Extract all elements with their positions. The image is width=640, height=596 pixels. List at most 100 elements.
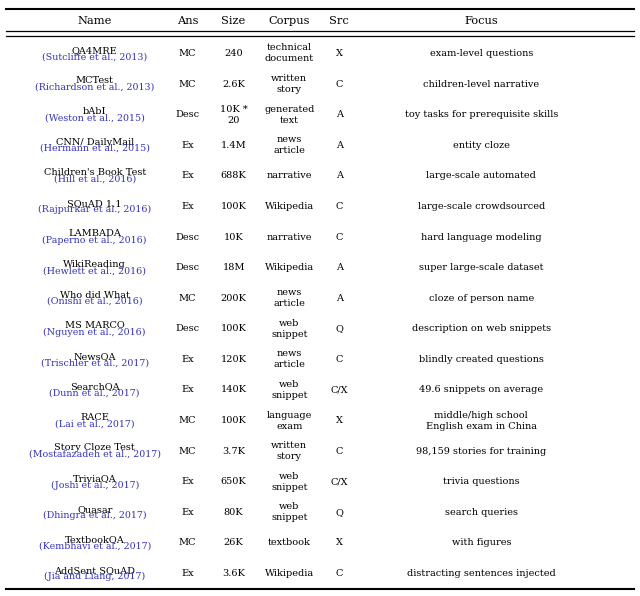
Text: A: A bbox=[336, 263, 342, 272]
Text: SearchQA: SearchQA bbox=[70, 382, 120, 392]
Text: 98,159 stories for training: 98,159 stories for training bbox=[416, 446, 547, 456]
Text: 100K: 100K bbox=[221, 416, 246, 425]
Text: MC: MC bbox=[179, 294, 196, 303]
Text: 650K: 650K bbox=[221, 477, 246, 486]
Text: 3.7K: 3.7K bbox=[222, 446, 245, 456]
Text: Desc: Desc bbox=[175, 263, 200, 272]
Text: X: X bbox=[336, 416, 342, 425]
Text: (Lai et al., 2017): (Lai et al., 2017) bbox=[55, 419, 134, 429]
Text: Q: Q bbox=[335, 324, 343, 333]
Text: 200K: 200K bbox=[221, 294, 246, 303]
Text: C: C bbox=[335, 232, 343, 241]
Text: MC: MC bbox=[179, 416, 196, 425]
Text: (Paperno et al., 2016): (Paperno et al., 2016) bbox=[42, 235, 147, 245]
Text: bAbI: bAbI bbox=[83, 107, 106, 116]
Text: language
exam: language exam bbox=[267, 411, 312, 431]
Text: MC: MC bbox=[179, 49, 196, 58]
Text: NewsQA: NewsQA bbox=[74, 352, 116, 361]
Text: A: A bbox=[336, 171, 342, 181]
Text: 3.6K: 3.6K bbox=[222, 569, 245, 578]
Text: Ex: Ex bbox=[181, 141, 194, 150]
Text: C: C bbox=[335, 202, 343, 211]
Text: SQuAD 1.1: SQuAD 1.1 bbox=[67, 198, 122, 208]
Text: news
article: news article bbox=[273, 349, 305, 370]
Text: C: C bbox=[335, 446, 343, 456]
Text: MS MARCO: MS MARCO bbox=[65, 321, 125, 330]
Text: 120K: 120K bbox=[221, 355, 246, 364]
Text: C/X: C/X bbox=[330, 477, 348, 486]
Text: Wikipedia: Wikipedia bbox=[265, 202, 314, 211]
Text: narrative: narrative bbox=[266, 171, 312, 181]
Text: hard language modeling: hard language modeling bbox=[421, 232, 541, 241]
Text: Story Cloze Test: Story Cloze Test bbox=[54, 443, 135, 452]
Text: Ex: Ex bbox=[181, 477, 194, 486]
Text: (Dunn et al., 2017): (Dunn et al., 2017) bbox=[49, 389, 140, 398]
Text: web
snippet: web snippet bbox=[271, 380, 308, 400]
Text: A: A bbox=[336, 294, 342, 303]
Text: cloze of person name: cloze of person name bbox=[429, 294, 534, 303]
Text: description on web snippets: description on web snippets bbox=[412, 324, 551, 333]
Text: Ex: Ex bbox=[181, 386, 194, 395]
Text: technical
document: technical document bbox=[265, 44, 314, 64]
Text: TextbookQA: TextbookQA bbox=[65, 535, 125, 544]
Text: toy tasks for prerequisite skills: toy tasks for prerequisite skills bbox=[404, 110, 558, 119]
Text: Corpus: Corpus bbox=[269, 16, 310, 26]
Text: Name: Name bbox=[77, 16, 112, 26]
Text: Ex: Ex bbox=[181, 569, 194, 578]
Text: exam-level questions: exam-level questions bbox=[429, 49, 533, 58]
Text: large-scale automated: large-scale automated bbox=[426, 171, 536, 181]
Text: 2.6K: 2.6K bbox=[222, 79, 245, 89]
Text: news
article: news article bbox=[273, 288, 305, 308]
Text: 100K: 100K bbox=[221, 324, 246, 333]
Text: with figures: with figures bbox=[452, 538, 511, 548]
Text: (Nguyen et al., 2016): (Nguyen et al., 2016) bbox=[44, 327, 146, 337]
Text: middle/high school
English exam in China: middle/high school English exam in China bbox=[426, 411, 537, 431]
Text: 10K *
20: 10K * 20 bbox=[220, 104, 248, 125]
Text: Src: Src bbox=[330, 16, 349, 26]
Text: 240: 240 bbox=[224, 49, 243, 58]
Text: Desc: Desc bbox=[175, 110, 200, 119]
Text: 10K: 10K bbox=[224, 232, 243, 241]
Text: MCTest: MCTest bbox=[76, 76, 114, 85]
Text: Who did What: Who did What bbox=[60, 290, 130, 300]
Text: (Jia and Liang, 2017): (Jia and Liang, 2017) bbox=[44, 572, 145, 581]
Text: Children's Book Test: Children's Book Test bbox=[44, 168, 146, 177]
Text: A: A bbox=[336, 110, 342, 119]
Text: Ex: Ex bbox=[181, 355, 194, 364]
Text: web
snippet: web snippet bbox=[271, 502, 308, 523]
Text: X: X bbox=[336, 49, 342, 58]
Text: children-level narrative: children-level narrative bbox=[423, 79, 540, 89]
Text: MC: MC bbox=[179, 79, 196, 89]
Text: trivia questions: trivia questions bbox=[443, 477, 520, 486]
Text: web
snippet: web snippet bbox=[271, 471, 308, 492]
Text: AddSent SQuAD: AddSent SQuAD bbox=[54, 566, 135, 575]
Text: (Weston et al., 2015): (Weston et al., 2015) bbox=[45, 113, 145, 122]
Text: Q: Q bbox=[335, 508, 343, 517]
Text: Wikipedia: Wikipedia bbox=[265, 569, 314, 578]
Text: (Mostafazadeh et al., 2017): (Mostafazadeh et al., 2017) bbox=[29, 450, 161, 459]
Text: textbook: textbook bbox=[268, 538, 310, 548]
Text: Wikipedia: Wikipedia bbox=[265, 263, 314, 272]
Text: Desc: Desc bbox=[175, 232, 200, 241]
Text: 80K: 80K bbox=[224, 508, 243, 517]
Text: A: A bbox=[336, 141, 342, 150]
Text: 1.4M: 1.4M bbox=[221, 141, 246, 150]
Text: WikiReading: WikiReading bbox=[63, 260, 126, 269]
Text: QA4MRE: QA4MRE bbox=[72, 46, 118, 55]
Text: 140K: 140K bbox=[221, 386, 246, 395]
Text: large-scale crowdsourced: large-scale crowdsourced bbox=[418, 202, 545, 211]
Text: distracting sentences injected: distracting sentences injected bbox=[407, 569, 556, 578]
Text: written
story: written story bbox=[271, 74, 307, 94]
Text: 688K: 688K bbox=[221, 171, 246, 181]
Text: (Kembhavi et al., 2017): (Kembhavi et al., 2017) bbox=[38, 542, 151, 551]
Text: (Hill et al., 2016): (Hill et al., 2016) bbox=[54, 175, 136, 184]
Text: Size: Size bbox=[221, 16, 246, 26]
Text: (Hewlett et al., 2016): (Hewlett et al., 2016) bbox=[44, 266, 146, 275]
Text: Quasar: Quasar bbox=[77, 505, 113, 514]
Text: super large-scale dataset: super large-scale dataset bbox=[419, 263, 543, 272]
Text: written
story: written story bbox=[271, 441, 307, 461]
Text: Focus: Focus bbox=[465, 16, 498, 26]
Text: 100K: 100K bbox=[221, 202, 246, 211]
Text: Ex: Ex bbox=[181, 508, 194, 517]
Text: MC: MC bbox=[179, 446, 196, 456]
